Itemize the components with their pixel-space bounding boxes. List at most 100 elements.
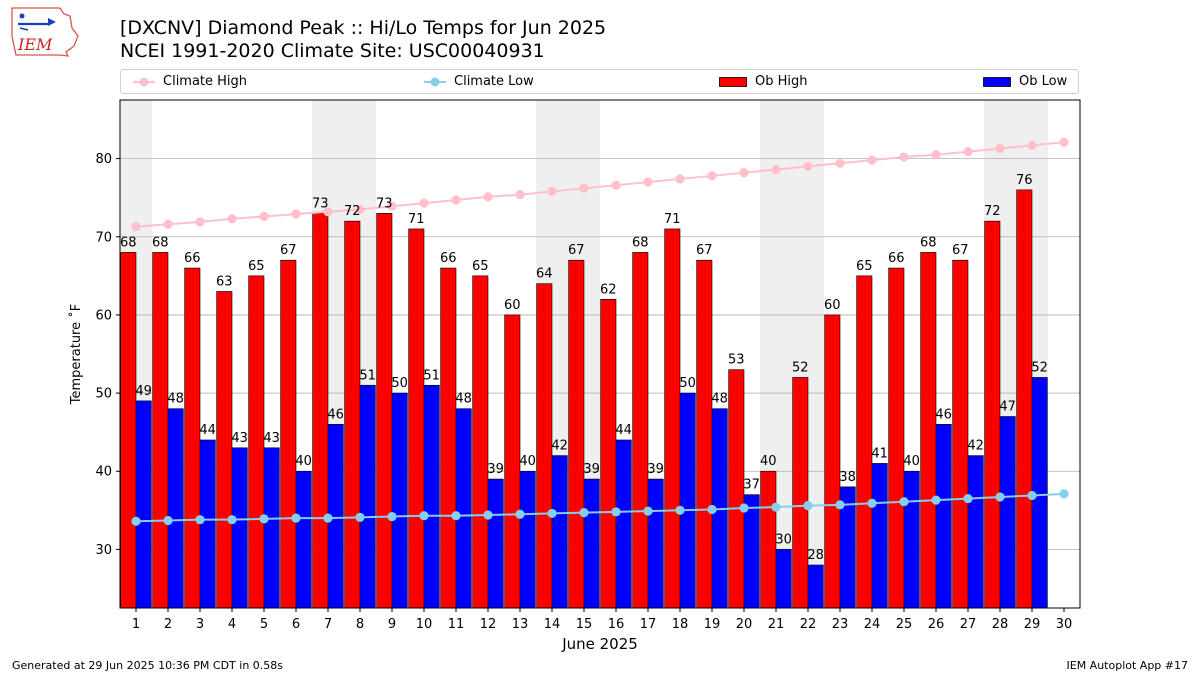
bar-ob-high-day-12 bbox=[472, 275, 489, 609]
label-ob-high-day-14: 64 bbox=[536, 267, 553, 282]
point-climate-low-day-7 bbox=[323, 513, 333, 523]
bar-ob-high-day-23 bbox=[824, 314, 841, 609]
label-ob-high-day-13: 60 bbox=[504, 298, 521, 313]
legend-swatch-ob-high bbox=[719, 76, 747, 87]
bar-value-labels: 68 49 68 48 66 44 63 43 65 43 67 40 73 46 72 51 73 50 71 51… bbox=[120, 173, 1048, 563]
point-climate-low-day-9 bbox=[387, 511, 397, 522]
label-ob-low-day-10: 51 bbox=[423, 368, 440, 383]
bar-ob-high-day-26 bbox=[920, 252, 937, 609]
label-ob-high-day-18: 71 bbox=[664, 212, 681, 227]
bar-ob-low-day-2 bbox=[167, 408, 184, 609]
x-tick-label-10: 10 bbox=[416, 617, 433, 632]
bar-ob-high-day-15 bbox=[568, 259, 585, 609]
bar-ob-low-day-11 bbox=[455, 408, 472, 609]
label-ob-high-day-15: 67 bbox=[568, 243, 585, 258]
label-ob-high-day-25: 66 bbox=[888, 251, 905, 266]
bar-ob-high-day-2 bbox=[152, 252, 169, 609]
label-ob-low-day-11: 48 bbox=[455, 392, 472, 407]
bar-ob-high-day-6 bbox=[280, 259, 297, 609]
bar-ob-low-day-6 bbox=[295, 470, 312, 609]
legend-label-ob-low: Ob Low bbox=[1019, 74, 1068, 89]
point-climate-low-day-15 bbox=[579, 508, 589, 518]
bar-ob-low-day-18 bbox=[679, 392, 696, 609]
point-climate-high-day-15 bbox=[579, 183, 589, 193]
label-ob-low-day-15: 39 bbox=[583, 462, 600, 477]
legend-label-ob-high: Ob High bbox=[755, 74, 808, 89]
label-ob-low-day-1: 49 bbox=[135, 384, 152, 399]
point-climate-low-day-13 bbox=[515, 509, 525, 519]
bar-ob-high-day-24 bbox=[856, 275, 873, 609]
label-ob-low-day-20: 37 bbox=[743, 478, 760, 493]
label-ob-high-day-4: 63 bbox=[216, 274, 233, 289]
x-tick-label-6: 6 bbox=[292, 617, 300, 632]
y-tick-label-70: 70 bbox=[95, 230, 112, 245]
bar-ob-low-day-25 bbox=[903, 470, 920, 609]
line-climate-low bbox=[135, 492, 1065, 523]
x-tick-label-1: 1 bbox=[132, 617, 140, 632]
bar-ob-high-day-5 bbox=[248, 275, 265, 609]
point-climate-high-day-16 bbox=[611, 180, 621, 190]
label-ob-high-day-27: 67 bbox=[952, 243, 969, 258]
bar-ob-high-day-22 bbox=[792, 377, 809, 609]
point-climate-low-day-10 bbox=[419, 511, 429, 521]
bar-ob-low-day-26 bbox=[935, 424, 952, 609]
point-climate-low-day-17 bbox=[643, 506, 653, 516]
point-climate-low-day-23 bbox=[835, 500, 845, 510]
x-tick-label-15: 15 bbox=[576, 617, 593, 632]
x-tick-label-28: 28 bbox=[992, 617, 1009, 632]
bar-ob-low-day-17 bbox=[647, 478, 664, 609]
label-ob-high-day-7: 73 bbox=[312, 196, 329, 211]
point-climate-low-day-6 bbox=[291, 513, 301, 523]
legend-swatch-ob-low bbox=[983, 76, 1011, 87]
x-tick-label-3: 3 bbox=[196, 617, 204, 632]
label-ob-high-day-20: 53 bbox=[728, 353, 745, 368]
point-climate-low-day-27 bbox=[963, 493, 973, 504]
point-climate-high-day-5 bbox=[259, 211, 269, 222]
bar-ob-low-day-3 bbox=[199, 439, 216, 609]
label-ob-high-day-19: 67 bbox=[696, 243, 713, 258]
bar-ob-low-day-24 bbox=[871, 463, 888, 609]
label-ob-low-day-9: 50 bbox=[391, 376, 408, 391]
bar-ob-low-day-27 bbox=[967, 455, 984, 609]
label-ob-low-day-17: 39 bbox=[647, 462, 664, 477]
label-ob-high-day-17: 68 bbox=[632, 235, 649, 250]
x-tick-label-12: 12 bbox=[480, 617, 497, 632]
label-ob-high-day-8: 72 bbox=[344, 204, 361, 219]
bar-ob-low-day-15 bbox=[583, 478, 600, 609]
bar-ob-low-day-12 bbox=[487, 478, 504, 609]
point-climate-low-day-29 bbox=[1027, 490, 1037, 501]
bar-ob-high-day-21 bbox=[760, 470, 777, 609]
y-tick-label-80: 80 bbox=[95, 152, 112, 167]
point-climate-high-day-1 bbox=[131, 222, 141, 232]
bar-ob-low-day-16 bbox=[615, 439, 632, 609]
point-climate-high-day-7 bbox=[323, 207, 333, 217]
point-climate-high-day-8 bbox=[355, 204, 365, 215]
bar-ob-high-day-10 bbox=[408, 228, 425, 609]
x-tick-label-25: 25 bbox=[896, 617, 913, 632]
label-ob-high-day-23: 60 bbox=[824, 298, 841, 313]
label-ob-low-day-3: 44 bbox=[199, 423, 216, 438]
label-ob-low-day-29: 52 bbox=[1031, 360, 1048, 375]
point-climate-low-day-26 bbox=[931, 495, 941, 505]
point-climate-low-day-3 bbox=[195, 515, 205, 525]
x-tick-label-17: 17 bbox=[640, 617, 657, 632]
label-ob-high-day-6: 67 bbox=[280, 243, 297, 258]
point-climate-low-day-11 bbox=[451, 511, 461, 521]
x-tick-label-2: 2 bbox=[164, 617, 172, 632]
point-climate-high-day-4 bbox=[227, 214, 237, 224]
bar-ob-high-day-14 bbox=[536, 283, 553, 609]
point-climate-low-day-19 bbox=[707, 504, 717, 515]
point-climate-high-day-27 bbox=[963, 146, 973, 157]
point-climate-low-day-30 bbox=[1059, 489, 1069, 499]
bar-ob-high-day-11 bbox=[440, 267, 457, 609]
y-axis-label: Temperature ˚F bbox=[68, 304, 84, 405]
label-ob-low-day-5: 43 bbox=[263, 431, 280, 446]
label-ob-low-day-13: 40 bbox=[519, 454, 536, 469]
bar-ob-high-day-16 bbox=[600, 298, 617, 609]
legend-label-climate-low: Climate Low bbox=[454, 74, 534, 89]
point-climate-low-day-21 bbox=[771, 502, 781, 512]
label-ob-low-day-12: 39 bbox=[487, 462, 504, 477]
gridlines bbox=[120, 158, 1080, 550]
point-climate-high-day-3 bbox=[195, 217, 205, 227]
bar-ob-low-day-8 bbox=[359, 384, 376, 609]
